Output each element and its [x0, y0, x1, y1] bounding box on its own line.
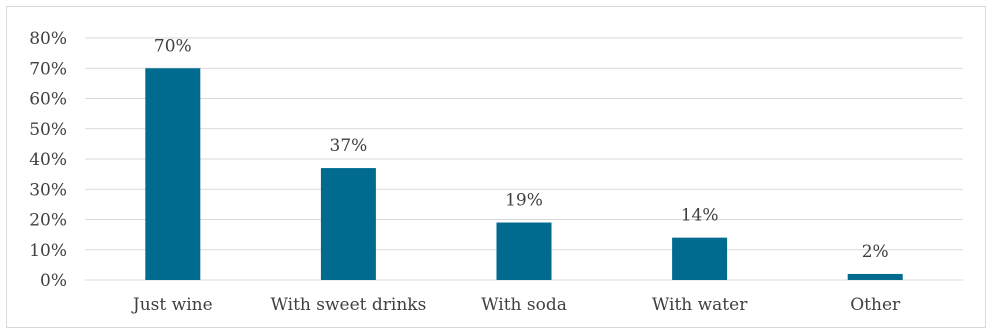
bar	[672, 237, 728, 280]
x-tick-label: With soda	[481, 295, 567, 315]
data-label: 70%	[154, 36, 192, 56]
y-tick-label: 10%	[29, 241, 67, 261]
y-tick-label: 80%	[29, 29, 67, 49]
x-tick-label: Just wine	[131, 295, 213, 315]
y-tick-label: 50%	[29, 120, 67, 140]
y-tick-label: 60%	[29, 90, 67, 110]
bar	[847, 273, 903, 280]
data-label: 19%	[505, 191, 543, 211]
bar	[496, 222, 552, 280]
y-tick-label: 70%	[29, 59, 67, 79]
data-label: 37%	[330, 136, 368, 156]
data-label: 14%	[681, 206, 719, 226]
data-label: 2%	[862, 242, 889, 262]
x-tick-label: Other	[850, 295, 901, 315]
y-tick-label: 0%	[40, 271, 67, 291]
y-tick-label: 40%	[29, 150, 67, 170]
bar	[145, 68, 201, 280]
bar	[320, 168, 376, 280]
x-tick-label: With water	[652, 295, 748, 315]
y-tick-label: 30%	[29, 180, 67, 200]
x-tick-label: With sweet drinks	[270, 295, 426, 315]
y-tick-label: 20%	[29, 211, 67, 231]
